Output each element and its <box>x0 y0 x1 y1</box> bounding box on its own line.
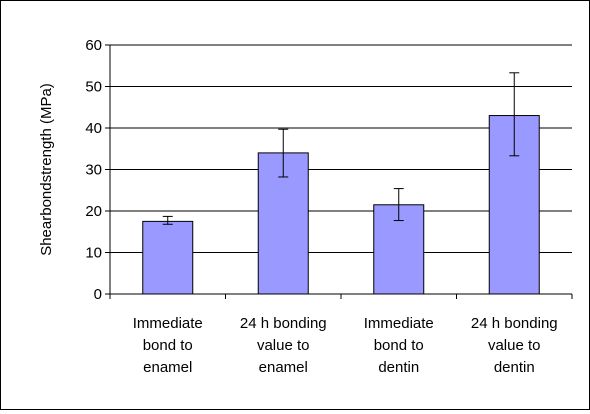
y-tick-label: 50 <box>85 79 102 96</box>
category-label: bond to <box>143 337 193 354</box>
bar <box>142 220 194 295</box>
category-label: value to <box>488 337 541 354</box>
bars <box>142 115 540 295</box>
category-label: dentin <box>378 359 419 376</box>
error-bars <box>162 72 520 225</box>
y-axis-title: Shearbondstrength (MPa) <box>38 83 55 256</box>
category-label: 24 h bonding <box>240 315 327 332</box>
axes <box>105 44 573 299</box>
category-label: Immediate <box>364 315 434 332</box>
y-tick-label: 20 <box>85 203 102 220</box>
category-label: enamel <box>143 359 192 376</box>
labels: 0 10 20 30 40 50 60 Immediate bond to enamel 24 h … <box>38 37 558 376</box>
y-tick-label: 0 <box>94 286 102 303</box>
category-label: Immediate <box>133 315 203 332</box>
category-label: 24 h bonding <box>471 315 558 332</box>
y-tick-label: 40 <box>85 120 102 137</box>
category-label: bond to <box>374 337 424 354</box>
y-tick-label: 30 <box>85 162 102 179</box>
y-tick-label: 60 <box>85 37 102 54</box>
category-label: enamel <box>259 359 308 376</box>
y-tick-label: 10 <box>85 245 102 262</box>
category-label: dentin <box>494 359 535 376</box>
category-label: value to <box>257 337 310 354</box>
